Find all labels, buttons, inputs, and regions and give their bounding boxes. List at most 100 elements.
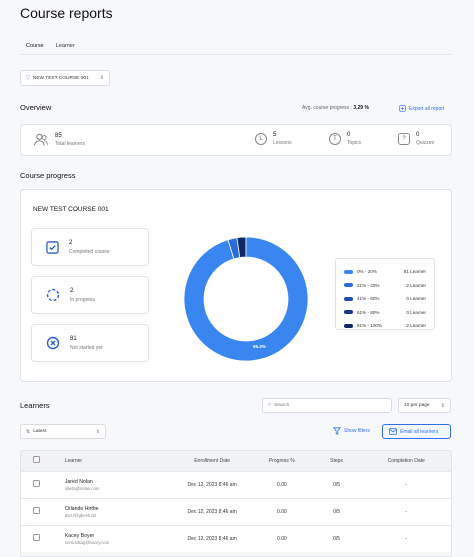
stat-quizzes-label: Quizzes xyxy=(416,140,435,146)
col-enrollment[interactable]: Enrollment Date xyxy=(172,451,252,471)
topics-icon: T xyxy=(329,133,341,145)
progress-value: 0.00 xyxy=(251,497,312,525)
learner-cell: Jared Nolan sjleda@nolan.com xyxy=(52,470,173,498)
stat-topics: T 0 Topics xyxy=(329,132,361,146)
show-filters-label: Show filters xyxy=(344,428,370,434)
export-report-link[interactable]: Export all report xyxy=(399,105,444,112)
avg-progress: Avg. course progress : 3.29 % xyxy=(302,105,369,111)
col-progress[interactable]: Progress % xyxy=(251,451,312,471)
completed-label: Completed course xyxy=(69,248,110,255)
legend-item: 41% - 60% 0 Learner xyxy=(344,292,426,306)
table-row[interactable]: Jared Nolan sjleda@nolan.com Dec 12, 202… xyxy=(21,470,451,498)
page-title: Course reports xyxy=(20,5,113,21)
row-checkbox[interactable] xyxy=(33,507,41,514)
avg-progress-value: 3.29 % xyxy=(353,105,369,111)
funnel-icon xyxy=(333,427,341,435)
course-progress-card: NEW TEST COURSE 001 2 Completed course 2… xyxy=(20,189,452,382)
per-page-value: 10 per page xyxy=(404,403,430,408)
export-report-label: Export all report xyxy=(409,105,445,112)
row-select-cell xyxy=(21,497,53,525)
sort-select[interactable]: ⇅ Latest ⇕ xyxy=(20,424,106,439)
stat-topics-value: 0 xyxy=(347,132,351,138)
stat-learners: 85 Total learners xyxy=(33,132,85,148)
select-all-cell xyxy=(21,451,53,471)
export-icon xyxy=(399,105,406,112)
chevron-updown-icon: ⇕ xyxy=(95,428,100,435)
completed-value: 2 xyxy=(69,239,73,246)
row-checkbox[interactable] xyxy=(33,480,41,487)
learner-cell: Orlando Hirthe dorr.f@gbeeh.tld xyxy=(52,497,173,525)
not-started-label: Not started yet xyxy=(70,344,103,351)
learner-name: Kacey Boyer xyxy=(64,532,95,539)
donut-value-label: 95.3% xyxy=(253,344,266,349)
row-checkbox[interactable] xyxy=(33,534,41,542)
quizzes-icon: ? xyxy=(398,133,410,145)
course-progress-title: Course progress xyxy=(20,171,76,180)
sort-icon: ⇅ xyxy=(26,428,31,435)
tab-learner[interactable]: Learner xyxy=(55,43,75,49)
col-steps[interactable]: Steps xyxy=(311,451,362,471)
legend-label: 61% - 80% xyxy=(357,309,380,315)
legend-label: 81% - 100% xyxy=(357,323,383,329)
course-select[interactable]: ▽ NEW TEST COURSE 001 ⇕ xyxy=(20,70,110,86)
legend-value: 81 Learner xyxy=(403,269,426,275)
legend-swatch xyxy=(344,323,353,328)
learner-name: Orlando Hirthe xyxy=(64,505,99,512)
in-progress-label: In progress xyxy=(70,296,96,303)
steps-value: 0/5 xyxy=(311,470,362,498)
progress-donut-chart: 95.3% xyxy=(183,236,309,362)
learners-title: Learners xyxy=(20,401,50,410)
sort-value: Latest xyxy=(33,429,47,434)
email-all-button[interactable]: Email all learners xyxy=(382,424,451,439)
learner-email: nomi.tdsag@kacey.com xyxy=(64,539,110,545)
completion-date: - xyxy=(361,524,451,552)
search-input[interactable] xyxy=(274,403,385,408)
tab-divider xyxy=(20,54,452,55)
steps-value: 0/5 xyxy=(311,524,362,552)
legend-swatch xyxy=(344,269,353,274)
table-header: Learner Enrollment Date Progress % Steps… xyxy=(21,451,451,471)
col-completion[interactable]: Completion Date xyxy=(361,451,451,471)
steps-value: 0/5 xyxy=(311,497,362,525)
col-learner[interactable]: Learner xyxy=(52,451,173,471)
legend-item: 0% - 20% 81 Learner xyxy=(344,265,426,279)
lessons-icon: L xyxy=(255,133,267,145)
table-row[interactable]: Orlando Hirthe dorr.f@gbeeh.tld Dec 12, … xyxy=(21,497,451,525)
row-select-cell xyxy=(21,470,53,498)
row-select-cell xyxy=(21,524,53,552)
chevron-updown-icon: ⇕ xyxy=(99,75,104,81)
in-progress-icon xyxy=(46,288,60,302)
enrollment-date: Dec 12, 2023 8:46 am xyxy=(172,470,252,498)
not-started-card: 81 Not started yet xyxy=(31,324,149,362)
tab-course[interactable]: Course xyxy=(20,41,50,55)
legend-swatch xyxy=(344,296,353,301)
enrollment-date: Dec 12, 2023 8:46 am xyxy=(172,524,252,552)
progress-value: 0.00 xyxy=(251,470,312,498)
learner-cell: Kacey Boyer nomi.tdsag@kacey.com xyxy=(52,524,173,552)
completion-date: - xyxy=(361,497,451,525)
legend-value: 0 Learner xyxy=(406,296,426,302)
enrollment-date: Dec 12, 2023 8:46 am xyxy=(172,497,252,525)
mail-icon xyxy=(389,428,397,435)
check-square-icon xyxy=(46,240,59,254)
chart-legend: 0% - 20% 81 Learner 21% - 40% 2 Learner 41% … xyxy=(335,258,435,330)
avg-progress-label: Avg. course progress : xyxy=(302,105,352,111)
legend-label: 21% - 40% xyxy=(357,282,380,288)
per-page-select[interactable]: 10 per page ⇕ xyxy=(398,398,451,413)
stat-learners-label: Total learners xyxy=(55,141,86,147)
users-icon xyxy=(34,133,48,146)
in-progress-card: 2 In progress xyxy=(31,276,149,314)
completion-date: - xyxy=(361,470,451,498)
select-all-checkbox[interactable] xyxy=(33,456,41,464)
search-box[interactable]: ⌕ xyxy=(262,398,392,413)
table-row[interactable]: Kacey Boyer nomi.tdsag@kacey.com Dec 12,… xyxy=(21,524,451,552)
overview-title: Overview xyxy=(20,103,52,112)
stat-lessons-label: Lessons xyxy=(273,140,292,146)
stat-learners-value: 85 xyxy=(55,133,62,139)
show-filters-button[interactable]: Show filters xyxy=(333,427,370,435)
tab-bar: Course Learner xyxy=(20,41,81,55)
progress-value: 0.00 xyxy=(251,524,312,552)
stat-quizzes-value: 0 xyxy=(416,132,420,138)
donut-slice-0[interactable] xyxy=(183,236,309,362)
learner-email: sjleda@nolan.com xyxy=(64,485,100,491)
